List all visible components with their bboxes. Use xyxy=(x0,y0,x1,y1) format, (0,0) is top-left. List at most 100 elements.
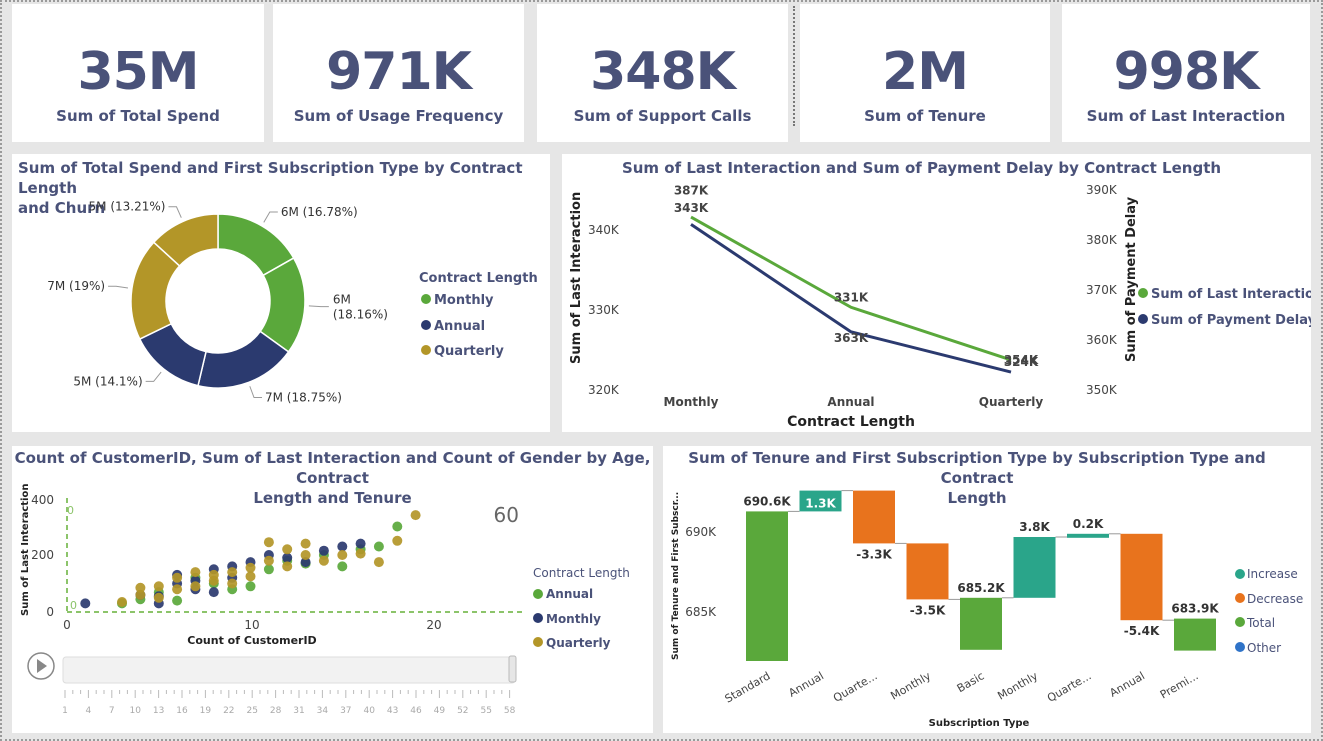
scatter-point[interactable] xyxy=(318,545,329,556)
legend-item-quarterly[interactable]: Quarterly xyxy=(546,636,611,650)
scatter-point[interactable] xyxy=(190,567,201,578)
scatter-chart-panel[interactable]: Count of CustomerID, Sum of Last Interac… xyxy=(12,446,653,733)
scatter-point[interactable] xyxy=(263,537,274,548)
scatter-point[interactable] xyxy=(300,557,311,568)
scatter-point[interactable] xyxy=(410,510,421,521)
x-tick: Quarterly xyxy=(979,395,1044,409)
waterfall-bar[interactable] xyxy=(853,490,895,544)
scatter-point[interactable] xyxy=(300,550,311,560)
x-tick: Basic xyxy=(955,669,987,695)
scatter-point[interactable] xyxy=(208,569,219,580)
slice-label: 5M (13.21%) xyxy=(89,200,166,214)
legend-item-last-interaction[interactable]: Sum of Last Interaction xyxy=(1151,287,1311,302)
play-icon[interactable] xyxy=(37,659,47,673)
scatter-point[interactable] xyxy=(318,555,329,566)
scatter-point[interactable] xyxy=(373,557,384,568)
waterfall-bar[interactable] xyxy=(1174,618,1216,651)
slider-label: 13 xyxy=(153,706,164,716)
slider-label: 19 xyxy=(200,706,212,716)
waterfall-bar[interactable] xyxy=(746,511,788,661)
legend-item-monthly[interactable]: Monthly xyxy=(546,612,601,626)
legend-item-monthly[interactable]: Monthly xyxy=(434,293,494,308)
waterfall-bar[interactable] xyxy=(1013,537,1056,598)
donut-chart-panel[interactable]: Sum of Total Spend and First Subscriptio… xyxy=(12,154,550,432)
y-tick: 685K xyxy=(685,605,717,619)
y-axis-label-right: Sum of Payment Delay xyxy=(1124,196,1139,362)
y-tick-right: 360K xyxy=(1086,333,1118,347)
legend-item-total[interactable]: Total xyxy=(1246,616,1275,630)
scatter-point[interactable] xyxy=(153,581,164,592)
scatter-point[interactable] xyxy=(282,544,293,555)
scatter-point[interactable] xyxy=(245,581,256,592)
play-axis-handle[interactable] xyxy=(508,655,517,683)
scatter-point[interactable] xyxy=(227,578,238,589)
scatter-point[interactable] xyxy=(172,584,183,595)
scatter-point[interactable] xyxy=(245,562,256,573)
scatter-point[interactable] xyxy=(172,572,183,583)
scatter-point[interactable] xyxy=(282,561,293,572)
scatter-point[interactable] xyxy=(153,592,164,603)
y-tick: 200 xyxy=(31,548,54,562)
scatter-point[interactable] xyxy=(245,571,256,582)
slider-label: 7 xyxy=(109,706,115,716)
legend-item-annual[interactable]: Annual xyxy=(434,319,485,334)
chart-title-line2: and Churn xyxy=(18,199,106,217)
kpi-card-usage-frequency[interactable]: 971K Sum of Usage Frequency xyxy=(273,4,524,142)
slice-label: 5M (14.1%) xyxy=(73,374,142,388)
legend-marker xyxy=(421,294,431,304)
scatter-point[interactable] xyxy=(263,564,274,575)
donut-slice[interactable] xyxy=(152,213,219,267)
play-button[interactable] xyxy=(27,652,55,680)
series-line[interactable] xyxy=(690,223,1012,374)
kpi-card-support-calls[interactable]: 348K Sum of Support Calls xyxy=(537,4,788,142)
scatter-point[interactable] xyxy=(227,567,238,578)
legend-item-quarterly[interactable]: Quarterly xyxy=(434,344,504,359)
scatter-point[interactable] xyxy=(355,538,366,549)
kpi-label: Sum of Usage Frequency xyxy=(293,107,504,125)
data-label: 690.6K xyxy=(743,494,791,508)
scatter-point[interactable] xyxy=(190,581,201,592)
scatter-point[interactable] xyxy=(135,582,146,593)
scatter-point[interactable] xyxy=(135,589,146,600)
waterfall-chart-panel[interactable]: Sum of Tenure and First Subscription Typ… xyxy=(663,446,1311,733)
legend-title: Contract Length xyxy=(419,271,538,286)
line-chart-panel[interactable]: Sum of Last Interaction and Sum of Payme… xyxy=(562,154,1311,432)
scatter-point[interactable] xyxy=(392,535,403,546)
scatter-point[interactable] xyxy=(337,550,348,560)
scatter-point[interactable] xyxy=(337,561,348,572)
waterfall-bar[interactable] xyxy=(906,543,949,600)
y-tick-left: 330K xyxy=(588,303,620,317)
legend-item-annual[interactable]: Annual xyxy=(546,587,593,601)
y-tick-right: 390K xyxy=(1086,183,1118,197)
waterfall-bar[interactable] xyxy=(1067,533,1109,538)
legend-item-increase[interactable]: Increase xyxy=(1247,567,1298,581)
kpi-value: 971K xyxy=(326,42,472,102)
play-axis-track[interactable] xyxy=(62,656,516,684)
scatter-point[interactable] xyxy=(80,598,91,609)
scatter-point[interactable] xyxy=(355,548,366,559)
scatter-point[interactable] xyxy=(337,541,348,552)
scatter-point[interactable] xyxy=(282,552,293,563)
slider-label: 10 xyxy=(129,706,141,716)
scatter-point[interactable] xyxy=(208,587,219,598)
scatter-point[interactable] xyxy=(172,595,183,606)
scatter-point[interactable] xyxy=(263,555,274,566)
waterfall-bar[interactable] xyxy=(1120,533,1163,621)
scatter-point[interactable] xyxy=(373,541,384,552)
waterfall-bar[interactable] xyxy=(960,597,1002,650)
chart-title-line1: Sum of Total Spend and First Subscriptio… xyxy=(18,159,523,197)
kpi-card-tenure[interactable]: 2M Sum of Tenure xyxy=(800,4,1050,142)
legend-item-payment-delay[interactable]: Sum of Payment Delay xyxy=(1151,313,1311,328)
kpi-card-last-interaction[interactable]: 998K Sum of Last Interaction xyxy=(1062,4,1310,142)
kpi-card-total-spend[interactable]: 35M Sum of Total Spend xyxy=(12,4,264,142)
scatter-point[interactable] xyxy=(300,538,311,549)
data-label: 387K xyxy=(674,183,709,197)
scatter-point[interactable] xyxy=(117,597,127,607)
scatter-point[interactable] xyxy=(392,521,403,532)
series-line[interactable] xyxy=(690,215,1012,362)
data-label: 363K xyxy=(834,331,869,345)
legend-item-other[interactable]: Other xyxy=(1247,641,1281,655)
legend-item-decrease[interactable]: Decrease xyxy=(1247,592,1303,606)
waterfall-bar[interactable] xyxy=(799,490,842,512)
data-label: -5.4K xyxy=(1124,624,1160,638)
